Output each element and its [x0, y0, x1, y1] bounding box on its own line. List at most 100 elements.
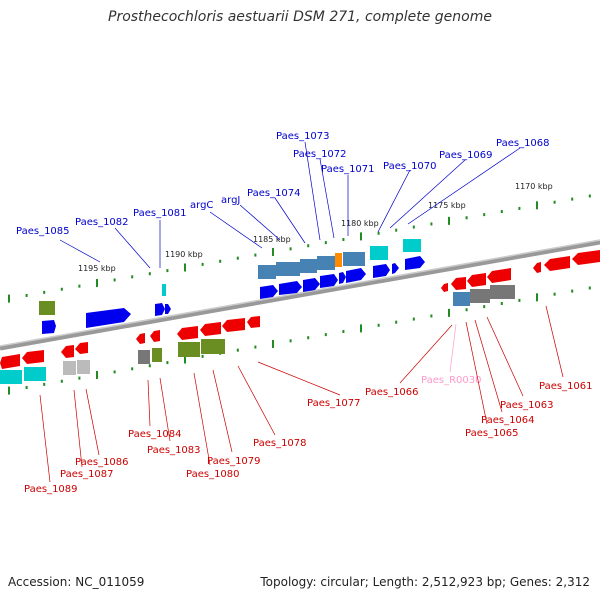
- scale-tick: [113, 370, 116, 374]
- gene-label-paes-1083: Paes_1083: [147, 445, 201, 456]
- gene-label-paes-1084: Paes_1084: [128, 429, 182, 440]
- cog-block: [39, 301, 55, 315]
- scale-tick: [377, 323, 380, 327]
- cog-block: [63, 361, 76, 375]
- scale-tick: [518, 206, 521, 210]
- genome-backbone: [0, 239, 600, 351]
- scale-tick: [395, 228, 398, 232]
- gene-label-paes-1085: Paes_1085: [16, 226, 70, 237]
- forward-scale-track: [8, 194, 591, 303]
- scale-tick: [201, 354, 204, 358]
- gene-label-paes-1087: Paes_1087: [60, 469, 114, 480]
- scale-tick: [166, 269, 169, 273]
- gene-arrow: [42, 320, 56, 334]
- scale-label-1170: 1170 kbp: [515, 182, 553, 191]
- scale-tick: [500, 210, 503, 214]
- scale-tick-major: [448, 308, 450, 317]
- scale-tick-major: [360, 324, 362, 333]
- gene-label-paes-1086: Paes_1086: [75, 457, 129, 468]
- scale-tick-major: [536, 201, 538, 210]
- cog-block: [276, 262, 300, 276]
- scale-tick: [324, 241, 327, 245]
- forward-cog-track: [39, 239, 421, 315]
- gene-label-paes-1065: Paes_1065: [465, 428, 519, 439]
- cog-block: [178, 342, 200, 357]
- scale-tick: [412, 317, 415, 321]
- gene-label-paes-1063: Paes_1063: [500, 400, 554, 411]
- forward-protein-track: [42, 256, 425, 334]
- scale-tick-major: [360, 232, 362, 241]
- gene-label-argc: argC: [190, 200, 213, 211]
- scale-tick: [78, 284, 81, 288]
- gene-arrow: [136, 333, 145, 344]
- gene-arrow: [150, 330, 160, 342]
- gene-label-argj: argJ: [221, 195, 240, 206]
- scale-tick: [342, 238, 345, 242]
- gene-arrow: [451, 277, 466, 290]
- scale-tick: [324, 333, 327, 337]
- cog-block: [317, 256, 335, 270]
- scale-tick: [289, 247, 292, 251]
- gene-arrow: [155, 303, 165, 316]
- scale-tick: [307, 336, 310, 340]
- cog-block: [335, 253, 342, 267]
- gene-arrow: [346, 268, 366, 283]
- scale-tick: [166, 361, 169, 365]
- cog-block: [152, 348, 162, 362]
- gene-arrow: [320, 274, 338, 288]
- cog-block: [138, 350, 150, 364]
- scale-tick: [500, 302, 503, 306]
- gene-arrow: [222, 318, 245, 332]
- gene-arrow: [279, 281, 302, 295]
- scale-tick: [254, 253, 257, 257]
- gene-label-paes-1077: Paes_1077: [307, 398, 361, 409]
- cog-block: [162, 284, 166, 296]
- scale-tick: [518, 298, 521, 302]
- cog-block: [370, 246, 388, 260]
- scale-tick: [571, 197, 574, 201]
- gene-arrow: [22, 350, 44, 364]
- gene-arrow: [441, 283, 448, 292]
- scale-tick-major: [96, 371, 98, 380]
- scale-tick: [483, 305, 486, 309]
- cog-block: [470, 289, 490, 303]
- gene-label-paes-r0030: Paes_R0030: [421, 375, 481, 386]
- scale-tick: [25, 293, 28, 297]
- gene-arrow: [177, 326, 198, 340]
- gene-label-paes-1070: Paes_1070: [383, 161, 437, 172]
- cog-block: [453, 292, 470, 306]
- scale-tick: [412, 225, 415, 229]
- scale-label-1195: 1195 kbp: [78, 264, 116, 273]
- map-title: Prosthecochloris aestuarii DSM 271, comp…: [108, 9, 492, 25]
- gene-label-paes-1061: Paes_1061: [539, 381, 593, 392]
- scale-tick: [553, 200, 556, 204]
- cog-block: [343, 252, 365, 266]
- scale-tick: [588, 286, 591, 290]
- gene-label-paes-1082: Paes_1082: [75, 217, 129, 228]
- scale-label-1175: 1175 kbp: [428, 201, 466, 210]
- scale-tick: [219, 259, 222, 263]
- scale-tick: [43, 290, 46, 294]
- gene-label-paes-1072: Paes_1072: [293, 149, 347, 160]
- gene-label-paes-1081: Paes_1081: [133, 208, 187, 219]
- gene-arrow: [467, 273, 486, 287]
- scale-tick-major: [272, 339, 274, 348]
- scale-tick: [254, 345, 257, 349]
- cog-block: [201, 339, 225, 354]
- scale-tick: [483, 213, 486, 217]
- scale-label-1190: 1190 kbp: [165, 250, 203, 259]
- scale-tick: [465, 308, 468, 312]
- scale-tick: [131, 275, 134, 279]
- gene-label-paes-1064: Paes_1064: [481, 415, 535, 426]
- scale-tick: [78, 376, 81, 380]
- scale-tick: [236, 256, 239, 260]
- gene-arrow: [572, 250, 600, 265]
- reverse-cog-track: [0, 285, 515, 384]
- gene-arrow: [247, 316, 260, 328]
- cog-block: [24, 367, 46, 381]
- gene-arrow: [533, 262, 541, 273]
- scale-tick: [571, 289, 574, 293]
- scale-tick: [201, 262, 204, 266]
- cog-block: [77, 360, 90, 374]
